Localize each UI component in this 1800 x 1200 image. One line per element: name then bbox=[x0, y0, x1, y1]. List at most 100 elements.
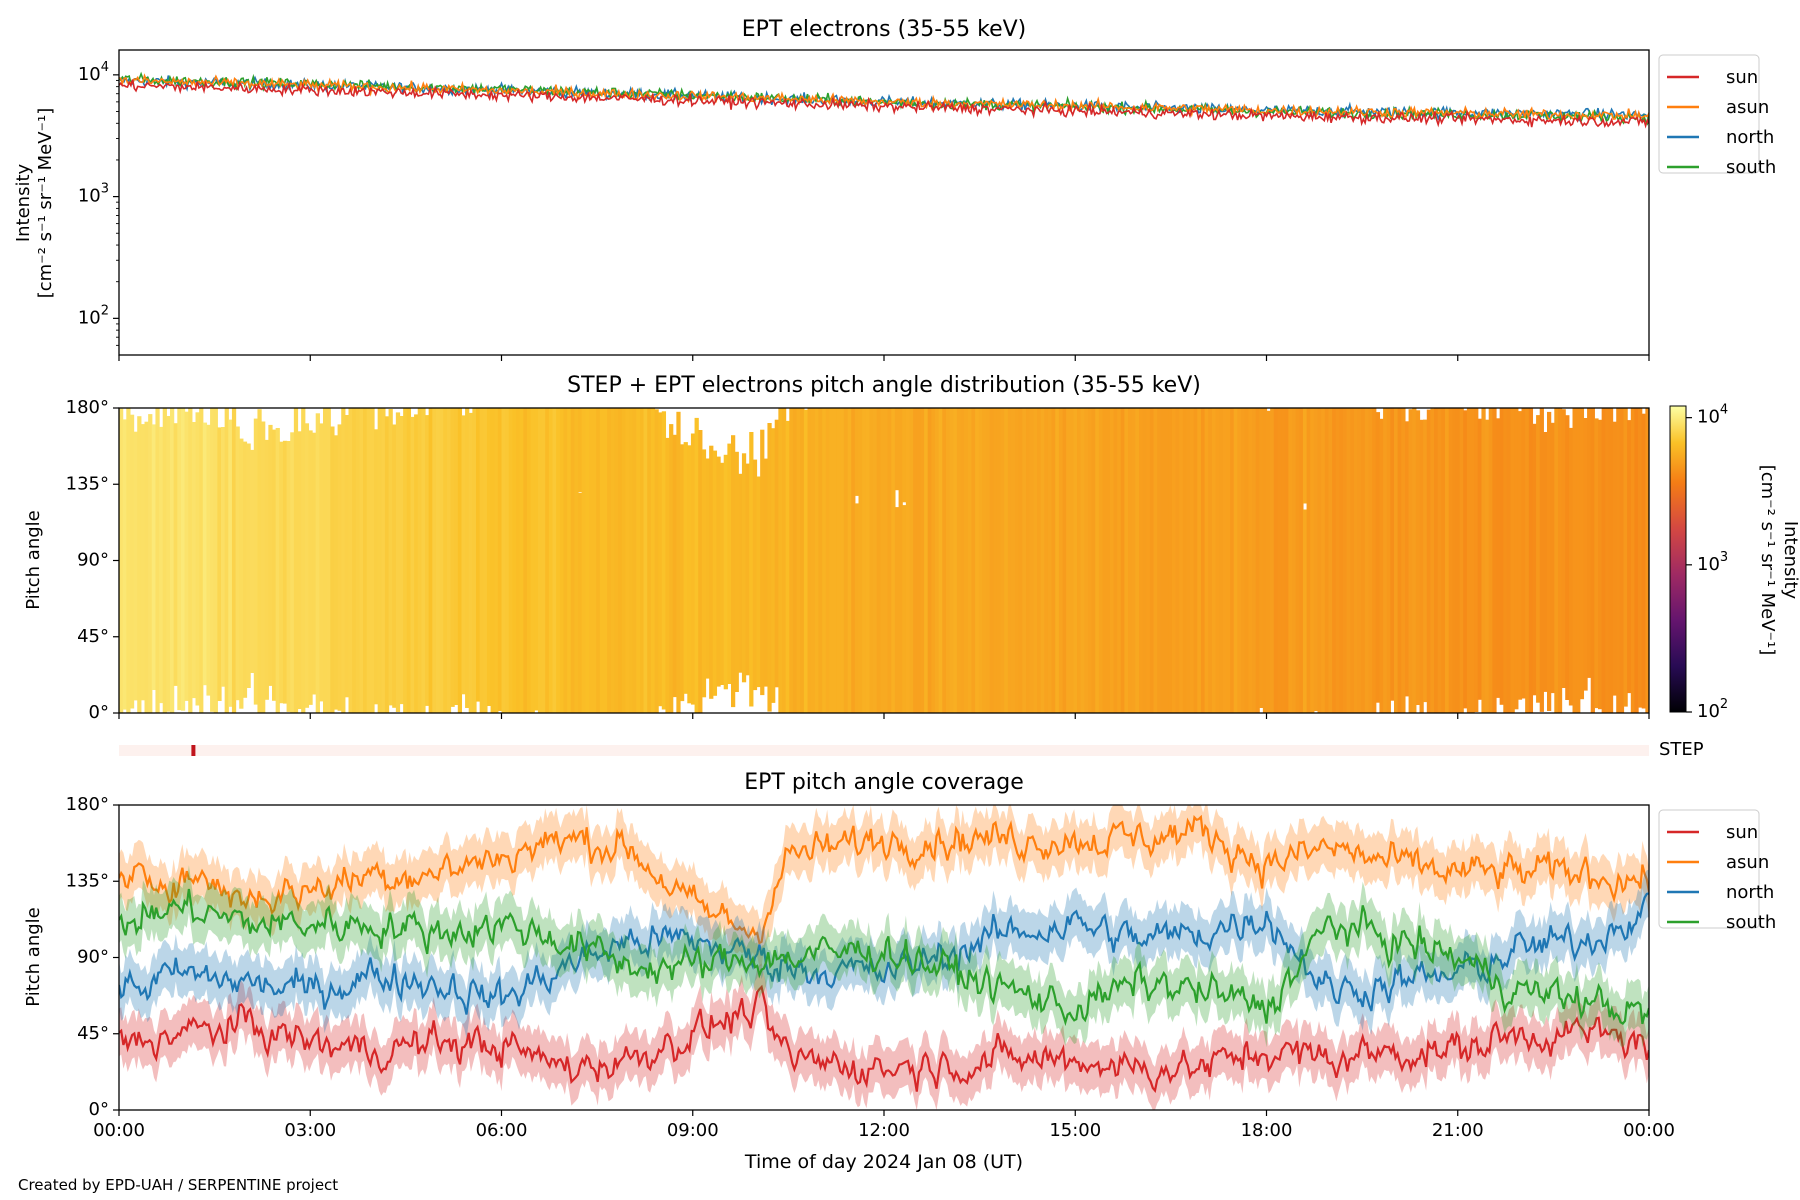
pad-cell bbox=[1128, 408, 1133, 713]
pad-cell bbox=[1452, 408, 1457, 713]
pad-cell bbox=[1160, 408, 1166, 713]
coverage-series-south bbox=[119, 888, 1649, 1027]
x-tick-label: 06:00 bbox=[476, 1120, 528, 1141]
pad-cell bbox=[785, 420, 790, 713]
pad-cell bbox=[286, 441, 291, 712]
pad-cell bbox=[1040, 408, 1045, 713]
pad-cell bbox=[374, 429, 379, 705]
legend-label-asun: asun bbox=[1726, 97, 1769, 118]
pad-cell bbox=[825, 408, 830, 713]
pad-cell bbox=[490, 408, 495, 713]
pad-cell bbox=[242, 441, 248, 698]
pad-cell bbox=[1477, 418, 1483, 700]
pad-cell bbox=[388, 409, 393, 706]
pad-cell bbox=[1273, 408, 1279, 713]
pad-cell bbox=[683, 442, 688, 694]
pad-cell bbox=[301, 408, 306, 713]
pad-cell bbox=[1007, 408, 1013, 713]
pad-cell bbox=[1426, 409, 1432, 713]
pad-cell bbox=[1350, 408, 1355, 713]
pad-cell bbox=[199, 408, 204, 713]
pad-cell bbox=[902, 408, 907, 503]
pad-cell bbox=[1474, 408, 1479, 712]
pad-cell bbox=[1423, 419, 1428, 703]
pad-cell bbox=[246, 443, 251, 688]
pad-cell bbox=[913, 408, 918, 713]
y-tick-label: 45° bbox=[77, 626, 109, 647]
pad-cell bbox=[1262, 408, 1268, 713]
pad-cell bbox=[603, 408, 608, 713]
pad-cell bbox=[1288, 408, 1293, 713]
pad-cell bbox=[1277, 408, 1282, 713]
pad-cell bbox=[1343, 408, 1348, 713]
pad-cell bbox=[1317, 408, 1322, 713]
pad-cell bbox=[348, 408, 353, 713]
pad-cell bbox=[213, 408, 218, 713]
pad-cell bbox=[1168, 408, 1173, 713]
pad-cell bbox=[341, 408, 346, 713]
pad-cell bbox=[1113, 408, 1118, 713]
pad-cell bbox=[140, 424, 146, 701]
pad-cell bbox=[1208, 408, 1213, 713]
pad-cell bbox=[811, 408, 816, 713]
pad-cell bbox=[326, 408, 331, 713]
intensity-yunit: [cm⁻² s⁻¹ sr⁻¹ MeV⁻¹] bbox=[35, 108, 56, 299]
colorbar-tick-label: 103 bbox=[1697, 549, 1728, 575]
legend-box bbox=[1658, 809, 1760, 929]
pad-cell bbox=[1401, 408, 1406, 713]
pad-cell bbox=[486, 408, 492, 706]
intensity-title: EPT electrons (35-55 keV) bbox=[742, 17, 1027, 42]
pad-cell bbox=[723, 454, 728, 690]
pad-cell bbox=[1434, 408, 1439, 713]
pad-cell bbox=[1131, 408, 1136, 713]
pad-cell bbox=[1241, 408, 1246, 713]
pad-cell bbox=[231, 408, 237, 713]
pad-cell bbox=[945, 408, 951, 713]
pad-cell bbox=[669, 424, 674, 713]
pad-cell bbox=[1124, 408, 1129, 713]
pad-cell bbox=[1459, 408, 1464, 713]
pad-cell bbox=[228, 419, 233, 707]
pad-cell bbox=[1572, 408, 1577, 713]
pad-cell bbox=[1062, 408, 1067, 713]
pad-cell bbox=[935, 408, 940, 713]
pad-cell bbox=[505, 408, 510, 713]
y-tick-label: 0° bbox=[89, 1099, 109, 1120]
pad-cell bbox=[1091, 408, 1096, 713]
pad-cell bbox=[1630, 408, 1636, 713]
pad-cell bbox=[967, 408, 973, 713]
pad-cell bbox=[1164, 408, 1169, 713]
pad-cell bbox=[297, 431, 302, 709]
pad-cell bbox=[1026, 408, 1031, 713]
pad-cell bbox=[833, 408, 838, 713]
pad-cell bbox=[1120, 408, 1126, 713]
pad-cell bbox=[224, 408, 229, 713]
pad-cell bbox=[159, 426, 164, 704]
pad-cell bbox=[767, 423, 772, 712]
pad-cell bbox=[578, 408, 583, 493]
legend-label-north: north bbox=[1726, 127, 1774, 148]
pad-cell bbox=[279, 441, 284, 704]
pad-cell bbox=[1470, 408, 1475, 713]
pad-cell bbox=[1510, 408, 1515, 713]
pad-cell bbox=[986, 408, 991, 713]
pad-cell bbox=[1153, 408, 1158, 713]
y-tick-label: 103 bbox=[78, 181, 109, 207]
pad-cell bbox=[425, 415, 430, 706]
pad-cell bbox=[1397, 408, 1402, 713]
pad-cell bbox=[1499, 408, 1504, 705]
pad-cell bbox=[450, 408, 455, 707]
pad-cell bbox=[1058, 408, 1064, 713]
pad-cell bbox=[1557, 408, 1563, 713]
pad-cell bbox=[989, 408, 994, 713]
pad-cell bbox=[978, 408, 983, 713]
coverage-series-sun bbox=[119, 984, 1649, 1094]
pad-cell bbox=[741, 453, 747, 683]
x-tick-label: 18:00 bbox=[1241, 1120, 1293, 1141]
intensity-lines bbox=[119, 71, 1649, 129]
pad-cell bbox=[1117, 408, 1122, 713]
pad-cell bbox=[1149, 408, 1155, 713]
pad-cell bbox=[476, 408, 481, 702]
pad-cell bbox=[854, 408, 860, 496]
pad-cell bbox=[177, 408, 182, 711]
